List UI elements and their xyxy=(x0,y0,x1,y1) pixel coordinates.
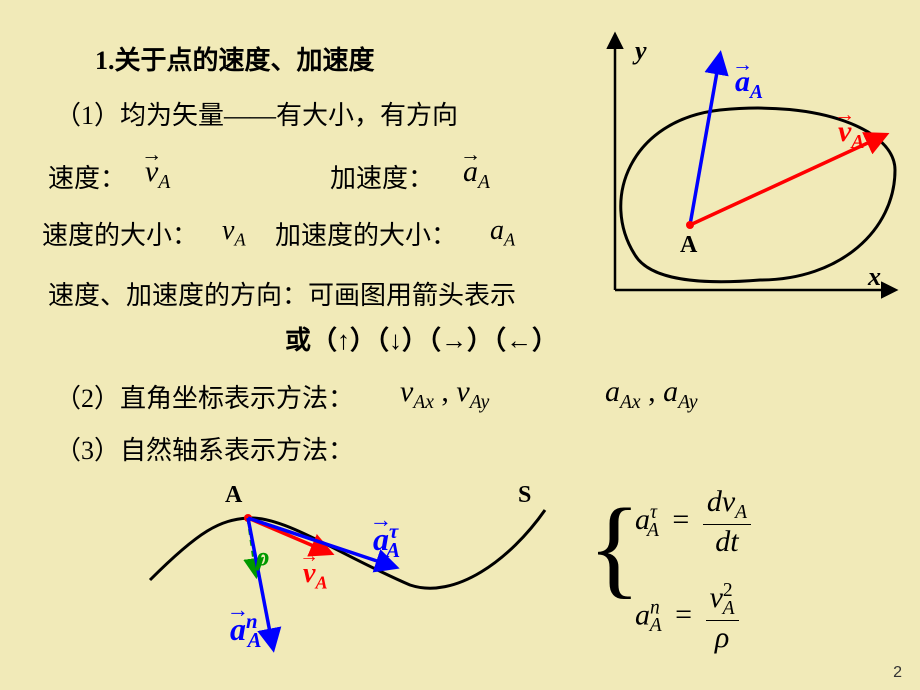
eq2-num-sub: A xyxy=(723,598,735,619)
brace-icon: { xyxy=(588,492,641,602)
a-tau-label: aτA xyxy=(373,520,400,563)
eq2-fraction: v2A ρ xyxy=(706,580,739,655)
eq1-num-d: d xyxy=(707,485,722,518)
eq1-num-sub: A xyxy=(735,502,747,523)
a-n-label: anA xyxy=(230,610,261,653)
a-tau-arrow-icon: a xyxy=(373,521,389,558)
v-tan-sub: A xyxy=(315,573,327,593)
path-curve xyxy=(150,510,545,588)
eq2-den: ρ xyxy=(706,621,739,655)
diagram2-s-label: S xyxy=(518,482,531,509)
eq1-num-v: v xyxy=(722,485,735,518)
eq1-fraction: dvA dt xyxy=(703,485,751,559)
eq2-sub: A xyxy=(650,615,662,636)
eq-normal: anA = v2A ρ xyxy=(635,580,739,655)
a-n-sub: A xyxy=(248,629,262,652)
v-tan-arrow-icon: v xyxy=(303,558,315,590)
rho-label: ρ xyxy=(256,542,269,572)
page-number: 2 xyxy=(893,664,902,682)
eq1-equals: = xyxy=(672,503,689,536)
eq-tangential: aτA = dvA dt xyxy=(635,485,751,559)
a-n-arrow-icon: a xyxy=(230,611,246,648)
diagram-natural-axes xyxy=(0,0,920,690)
eq2-base: a xyxy=(635,598,650,631)
eq1-sub: A xyxy=(647,520,659,541)
eq2-num-v: v xyxy=(710,581,723,614)
eq2-equals: = xyxy=(675,598,692,631)
eq1-den: dt xyxy=(703,525,751,559)
diagram2-a-label: A xyxy=(225,482,242,509)
v-tangent-label: vA xyxy=(303,558,328,594)
